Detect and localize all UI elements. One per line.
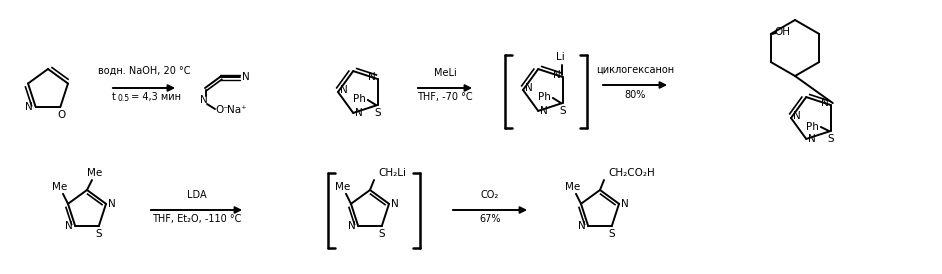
Text: N: N <box>525 83 533 93</box>
Text: N: N <box>808 134 816 144</box>
Text: Me: Me <box>335 182 350 192</box>
Text: CH₂CO₂H: CH₂CO₂H <box>608 168 655 178</box>
Text: N: N <box>578 221 586 231</box>
Text: Me: Me <box>53 182 68 192</box>
Text: CH₂Li: CH₂Li <box>378 168 406 178</box>
Text: N: N <box>821 98 829 108</box>
Text: N: N <box>66 221 73 231</box>
Text: циклогексанон: циклогексанон <box>596 65 674 75</box>
Text: N: N <box>793 111 801 121</box>
Text: CO₂: CO₂ <box>480 190 499 200</box>
Text: N: N <box>621 199 628 209</box>
Text: Na⁺: Na⁺ <box>227 105 247 115</box>
Text: S: S <box>609 229 615 239</box>
Text: S: S <box>379 229 385 239</box>
Text: THF, -70 °C: THF, -70 °C <box>417 92 473 102</box>
Text: 67%: 67% <box>479 214 501 224</box>
Text: N: N <box>200 95 208 105</box>
Text: 0.5: 0.5 <box>118 94 130 103</box>
Text: N: N <box>108 199 116 209</box>
Text: O: O <box>57 110 65 120</box>
Text: водн. NaOH, 20 °C: водн. NaOH, 20 °C <box>98 66 190 76</box>
Text: N: N <box>391 199 398 209</box>
Text: Me: Me <box>88 168 103 178</box>
Text: Ph: Ph <box>806 122 819 132</box>
Text: N: N <box>540 106 548 116</box>
Text: S: S <box>827 134 834 144</box>
Text: 80%: 80% <box>625 90 645 100</box>
Text: S: S <box>375 108 382 118</box>
Text: Ph: Ph <box>353 94 365 104</box>
Text: O⁻: O⁻ <box>215 105 229 115</box>
Text: Me: Me <box>565 182 580 192</box>
Text: Ph: Ph <box>538 92 551 102</box>
Text: = 4,3 мин: = 4,3 мин <box>128 92 181 102</box>
Text: N: N <box>24 102 33 112</box>
Text: MeLi: MeLi <box>433 68 456 78</box>
Text: S: S <box>95 229 102 239</box>
Text: t: t <box>112 92 116 102</box>
Text: N: N <box>242 72 250 82</box>
Text: LDA: LDA <box>187 190 206 200</box>
Text: N: N <box>340 85 348 95</box>
Text: N: N <box>349 221 356 231</box>
Text: THF, Et₂O, -110 °C: THF, Et₂O, -110 °C <box>152 214 241 224</box>
Text: OH: OH <box>774 27 790 37</box>
Text: S: S <box>560 106 566 116</box>
Text: N: N <box>355 108 363 118</box>
Text: N: N <box>553 70 560 80</box>
Text: N: N <box>368 72 376 82</box>
Text: Li: Li <box>557 52 565 62</box>
